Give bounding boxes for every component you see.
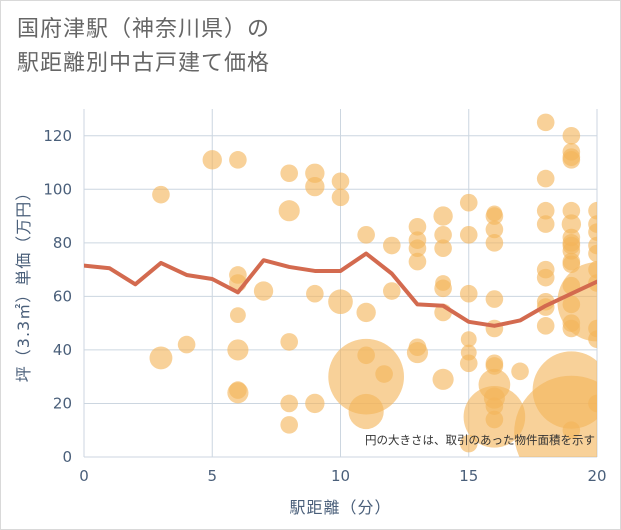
x-axis-title: 駅距離（分） [289,498,391,517]
data-point [485,319,504,338]
data-point [348,393,384,430]
y-tick-label: 40 [53,341,72,359]
data-point [561,214,582,234]
data-point [305,393,325,414]
data-point [536,201,555,220]
data-point [588,330,597,349]
data-point [278,200,300,222]
data-point [383,282,401,300]
data-point [434,279,452,298]
data-point [588,201,597,220]
data-point [229,381,247,399]
data-point [588,244,597,263]
data-point [280,164,299,183]
y-tick-label: 0 [62,448,72,466]
data-point [485,234,504,252]
data-point [383,236,401,255]
bubble-size-note: 円の大きさは、取引のあった物件面積を示す [365,433,595,447]
x-tick-label: 5 [207,467,217,485]
data-point [459,284,478,303]
data-point [227,339,249,361]
data-point [557,262,597,342]
data-point [152,185,170,204]
data-point [460,331,477,348]
data-point [536,169,555,188]
y-tick-label: 80 [53,234,72,252]
data-point [356,302,376,323]
x-tick-label: 15 [459,467,478,485]
y-tick-label: 120 [43,127,72,145]
chart-title-line2: 駅距離別中古戸建て価格 [17,51,271,76]
data-point [536,215,555,233]
data-point [562,201,581,220]
data-point [485,290,504,308]
data-point [331,188,350,207]
y-tick-label: 60 [53,287,72,305]
data-point [305,163,325,183]
data-point [280,333,299,351]
y-axis-title: 坪（3.3㎡）単価（万円） [14,184,33,382]
data-point [459,354,478,373]
data-point [511,362,529,381]
x-tick-label: 20 [587,467,606,485]
data-point [536,268,555,287]
y-tick-label: 20 [53,394,72,412]
data-point [432,368,454,390]
data-point [485,220,504,239]
y-tick-label: 100 [43,180,72,198]
data-point [280,416,299,434]
data-point [434,226,452,244]
data-point [562,126,581,145]
data-point [149,346,173,370]
data-point [357,226,375,244]
data-point [408,217,427,236]
data-point [536,317,555,335]
chart-title-line1: 国府津駅（神奈川県）の [17,17,271,42]
data-point [408,252,427,271]
data-point [328,338,404,415]
x-tick-label: 0 [79,467,89,485]
data-point [280,394,299,413]
data-point [328,289,353,315]
data-point [253,281,274,301]
data-point [306,284,324,303]
data-point [375,365,393,383]
data-point [536,113,555,132]
data-point [408,239,427,257]
data-point [485,207,504,225]
chart-title: 国府津駅（神奈川県）の 駅距離別中古戸建て価格 [17,13,270,81]
data-point [331,172,350,191]
data-point [562,151,581,169]
data-point [406,342,429,364]
data-point [514,375,597,457]
data-point [588,223,597,241]
bubble-layer [84,113,597,457]
data-point [433,206,453,226]
data-point [459,193,478,212]
data-point [459,226,478,244]
data-point [305,176,325,197]
data-point [588,394,597,413]
data-point [459,434,478,453]
data-point [202,150,222,170]
x-tick-label: 10 [331,467,350,485]
data-point [485,410,504,429]
data-point [229,307,246,324]
data-point [177,335,196,354]
trend-line [84,251,597,328]
data-point [229,151,247,169]
data-point [434,239,452,257]
